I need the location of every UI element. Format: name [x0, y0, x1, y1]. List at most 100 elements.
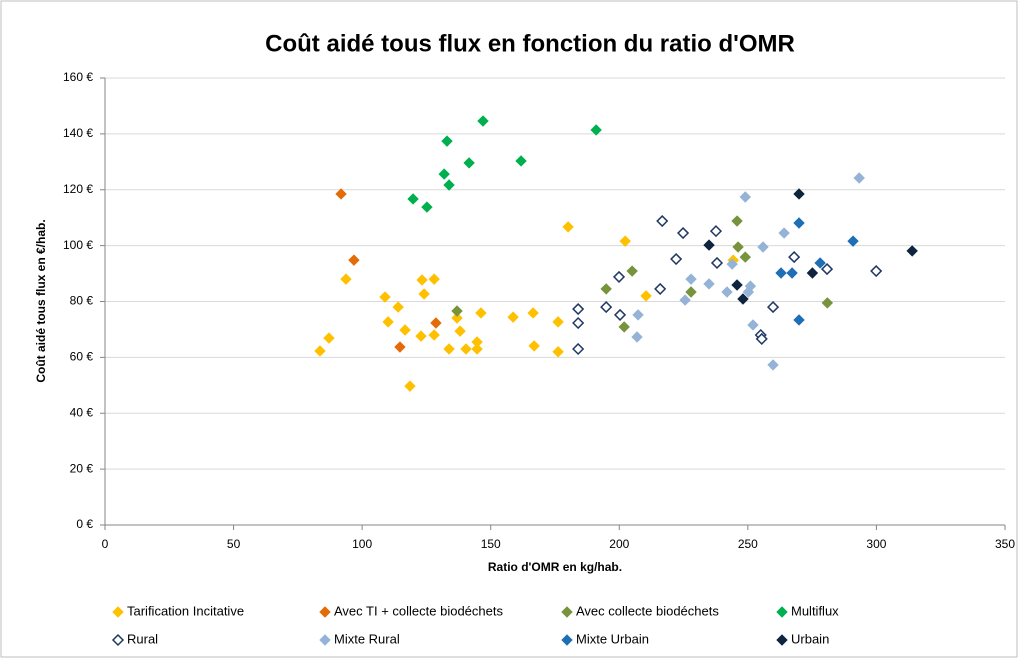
- data-point: [814, 257, 826, 269]
- data-point: [314, 345, 326, 357]
- data-point: [562, 221, 574, 233]
- data-point: [407, 193, 419, 205]
- data-point: [471, 343, 483, 355]
- data-point: [676, 226, 690, 240]
- data-point: [786, 267, 798, 279]
- data-point: [460, 343, 472, 355]
- legend-marker: [319, 606, 331, 618]
- data-point: [613, 308, 627, 321]
- x-axis-title: Ratio d'OMR en kg/hab.: [488, 560, 622, 574]
- legend-label: Urbain: [791, 631, 829, 646]
- legend-marker: [776, 606, 788, 618]
- data-point: [428, 273, 440, 285]
- data-point: [572, 342, 585, 356]
- data-point: [348, 254, 360, 266]
- legend-label: Mixte Rural: [334, 631, 400, 646]
- x-tick-label: 200: [609, 537, 629, 551]
- data-point: [600, 301, 613, 314]
- data-point: [870, 264, 883, 278]
- data-point: [806, 267, 819, 279]
- x-tick-label: 100: [352, 537, 372, 551]
- y-tick-label: 20 €: [70, 461, 94, 475]
- data-point: [430, 317, 442, 329]
- x-tick-label: 250: [738, 537, 758, 551]
- data-point: [475, 307, 487, 319]
- data-point: [552, 346, 564, 358]
- legend-label: Multiflux: [791, 603, 839, 618]
- x-tick-label: 50: [227, 537, 241, 551]
- data-point: [399, 324, 411, 336]
- data-point: [619, 235, 631, 247]
- data-point: [793, 188, 805, 200]
- chart-title: Coût aidé tous flux en fonction du ratio…: [265, 30, 795, 57]
- data-point: [732, 241, 744, 253]
- x-tick-label: 350: [995, 537, 1015, 551]
- data-point: [323, 332, 335, 344]
- data-point: [404, 380, 416, 392]
- data-point: [739, 191, 751, 203]
- legend-marker: [776, 634, 788, 646]
- data-point: [766, 301, 780, 314]
- data-point: [438, 168, 450, 180]
- legend-label: Avec TI + collecte biodéchets: [334, 603, 503, 618]
- data-point: [703, 278, 715, 290]
- x-tick-label: 0: [102, 537, 109, 551]
- data-point: [632, 309, 644, 321]
- data-point: [612, 270, 626, 283]
- data-point: [454, 325, 466, 337]
- data-point: [418, 288, 430, 300]
- legend-marker: [319, 634, 331, 646]
- data-point: [731, 279, 743, 291]
- data-point: [853, 172, 865, 184]
- x-tick-label: 300: [866, 537, 886, 551]
- data-point: [744, 280, 757, 292]
- legend-label: Rural: [127, 631, 158, 646]
- data-point: [847, 235, 859, 247]
- y-tick-label: 100 €: [63, 238, 93, 252]
- data-point: [392, 301, 404, 313]
- data-point: [528, 340, 540, 352]
- data-point: [515, 155, 527, 167]
- data-point: [421, 201, 433, 213]
- data-point: [382, 316, 394, 328]
- data-point: [793, 217, 805, 229]
- data-point: [415, 330, 427, 342]
- data-point: [640, 290, 652, 302]
- data-point: [441, 135, 453, 147]
- data-point: [527, 307, 539, 319]
- data-point: [739, 251, 751, 263]
- data-point: [679, 294, 691, 306]
- data-point: [451, 312, 463, 324]
- data-point: [906, 245, 918, 257]
- data-point: [709, 225, 723, 238]
- data-point: [631, 331, 643, 343]
- data-point: [654, 282, 667, 295]
- data-point: [416, 274, 428, 286]
- data-point: [443, 343, 455, 355]
- data-point: [757, 241, 769, 253]
- data-point: [670, 252, 683, 266]
- y-tick-label: 160 €: [63, 70, 93, 84]
- y-tick-label: 40 €: [70, 405, 94, 419]
- legend-label: Avec collecte biodéchets: [576, 603, 719, 618]
- data-point: [767, 359, 779, 371]
- data-point: [737, 293, 749, 305]
- data-point: [451, 305, 463, 317]
- y-tick-label: 80 €: [70, 294, 94, 308]
- x-tick-label: 150: [481, 537, 501, 551]
- y-tick-label: 120 €: [63, 182, 93, 196]
- data-point: [703, 239, 715, 251]
- data-point: [685, 286, 697, 298]
- data-point: [775, 267, 787, 279]
- legend-marker: [111, 633, 125, 647]
- data-point: [507, 311, 519, 323]
- data-point: [379, 291, 391, 303]
- legend-marker: [561, 606, 573, 618]
- data-point: [656, 214, 669, 228]
- y-axis-title: Coût aidé tous flux en €/hab.: [34, 219, 48, 382]
- data-point: [340, 273, 352, 285]
- data-point: [394, 341, 406, 353]
- y-tick-label: 60 €: [70, 350, 94, 364]
